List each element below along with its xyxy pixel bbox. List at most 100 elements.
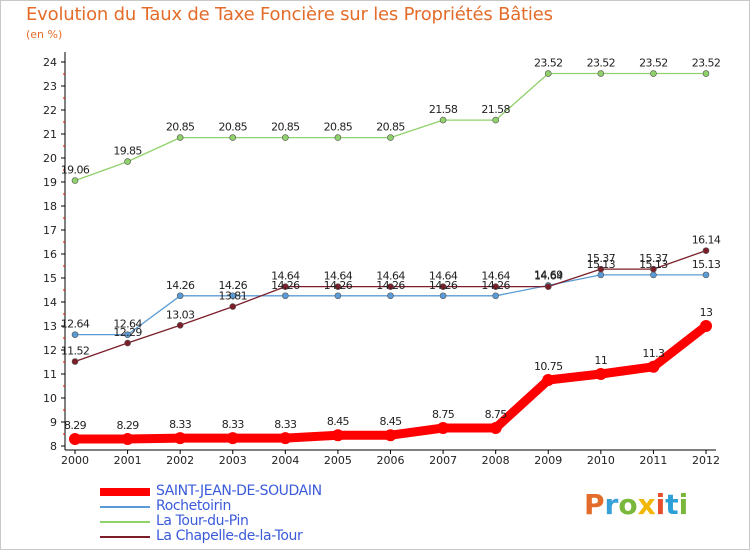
data-point <box>597 265 605 273</box>
legend-label: SAINT-JEAN-DE-SOUDAIN <box>156 483 322 499</box>
brand-letter: P <box>584 488 605 521</box>
data-label: 20.85 <box>324 121 353 134</box>
data-label: 14.64 <box>429 270 458 283</box>
data-label: 20.85 <box>271 121 300 134</box>
x-tick-label: 2001 <box>114 454 142 467</box>
data-label: 11.3 <box>642 347 665 360</box>
data-label: 15.13 <box>587 258 616 271</box>
data-point <box>71 331 79 338</box>
y-tick-label: 14 <box>43 296 57 309</box>
data-point <box>334 292 342 300</box>
data-point <box>542 374 555 386</box>
brand-letter: o <box>618 488 638 521</box>
y-tick-label: 21 <box>43 128 57 141</box>
data-label: 15.13 <box>639 258 668 271</box>
data-label: 15.37 <box>639 252 668 265</box>
data-label: 20.85 <box>219 121 248 134</box>
brand-letter: t <box>665 488 679 521</box>
data-point <box>226 432 239 445</box>
x-tick-label: 2002 <box>166 454 194 467</box>
data-label: 13.03 <box>166 308 195 321</box>
data-point <box>279 432 292 445</box>
data-label: 23.52 <box>639 57 668 70</box>
legend-item-la-chapelle-de-la-tour: La Chapelle-de-la-Tour <box>100 528 400 544</box>
x-tick-label: 2004 <box>271 454 299 467</box>
data-label: 19.06 <box>61 164 90 177</box>
legend-item-rochetoirin: Rochetoirin <box>100 498 400 514</box>
data-point <box>650 70 657 77</box>
data-label: 8.75 <box>485 408 508 421</box>
data-point <box>124 339 131 347</box>
x-tick-label: 2009 <box>534 454 562 467</box>
data-label: 14.26 <box>481 279 510 292</box>
y-axis-unit-label: (en %) <box>26 28 63 41</box>
legend: SAINT-JEAN-DE-SOUDAIN Rochetoirin La Tou… <box>100 483 400 544</box>
y-tick-label: 10 <box>43 392 57 405</box>
data-point <box>229 134 237 141</box>
y-tick-label: 16 <box>43 248 57 261</box>
data-point <box>650 271 657 279</box>
chart-title: Evolution du Taux de Taxe Foncière sur l… <box>26 4 553 25</box>
legend-label: La Tour-du-Pin <box>156 513 249 529</box>
data-point <box>282 134 289 141</box>
y-tick-label: 11 <box>43 368 57 381</box>
y-tick-label: 12 <box>43 344 57 357</box>
data-label: 14.26 <box>219 279 248 292</box>
data-label: 23.52 <box>692 57 721 70</box>
data-point <box>489 422 502 434</box>
y-tick-label: 18 <box>43 200 57 213</box>
data-label: 21.58 <box>429 103 458 116</box>
data-label: 15.37 <box>587 252 616 265</box>
data-point <box>331 429 344 442</box>
data-point <box>594 368 607 380</box>
legend-label: La Chapelle-de-la-Tour <box>156 528 303 544</box>
data-label: 14.26 <box>376 279 405 292</box>
y-tick-label: 8 <box>50 440 57 453</box>
data-point <box>702 70 710 77</box>
data-label: 8.45 <box>379 415 402 428</box>
data-label: 16.14 <box>692 234 721 247</box>
data-point <box>229 303 237 310</box>
data-label: 14.26 <box>324 279 353 292</box>
data-label: 8.29 <box>64 419 87 432</box>
data-point <box>282 292 289 300</box>
data-label: 14.64 <box>271 270 300 283</box>
data-label: 8.33 <box>274 418 297 431</box>
data-point <box>176 292 184 300</box>
legend-swatch <box>100 488 150 496</box>
x-tick-label: 2008 <box>482 454 510 467</box>
data-point <box>174 432 187 445</box>
data-point <box>647 360 660 373</box>
data-point <box>282 283 289 290</box>
data-point <box>492 116 499 124</box>
legend-swatch <box>100 536 150 538</box>
data-point <box>229 292 237 300</box>
brand-logo: Proxiti <box>584 488 688 521</box>
data-point <box>439 283 447 290</box>
y-tick-label: 13 <box>43 320 57 333</box>
data-point <box>176 321 184 329</box>
data-label: 20.85 <box>376 121 405 134</box>
data-point <box>121 433 134 446</box>
data-label: 12.29 <box>113 326 142 339</box>
y-tick-label: 19 <box>43 176 57 189</box>
data-point <box>437 422 450 434</box>
data-point <box>492 283 499 290</box>
x-tick-label: 2011 <box>639 454 667 467</box>
data-point <box>71 177 79 184</box>
x-tick-label: 2000 <box>61 454 89 467</box>
data-point <box>544 283 552 290</box>
data-point <box>384 429 397 442</box>
data-label: 19.85 <box>113 145 142 158</box>
data-label: 8.33 <box>222 418 245 431</box>
data-point <box>597 70 605 77</box>
data-point <box>387 134 394 141</box>
y-tick-label: 22 <box>43 104 57 117</box>
brand-letter: r <box>604 488 619 521</box>
data-label: 14.26 <box>166 279 195 292</box>
data-point <box>597 271 605 279</box>
x-tick-label: 2003 <box>219 454 247 467</box>
y-tick-label: 9 <box>50 416 57 429</box>
data-point <box>124 331 131 338</box>
